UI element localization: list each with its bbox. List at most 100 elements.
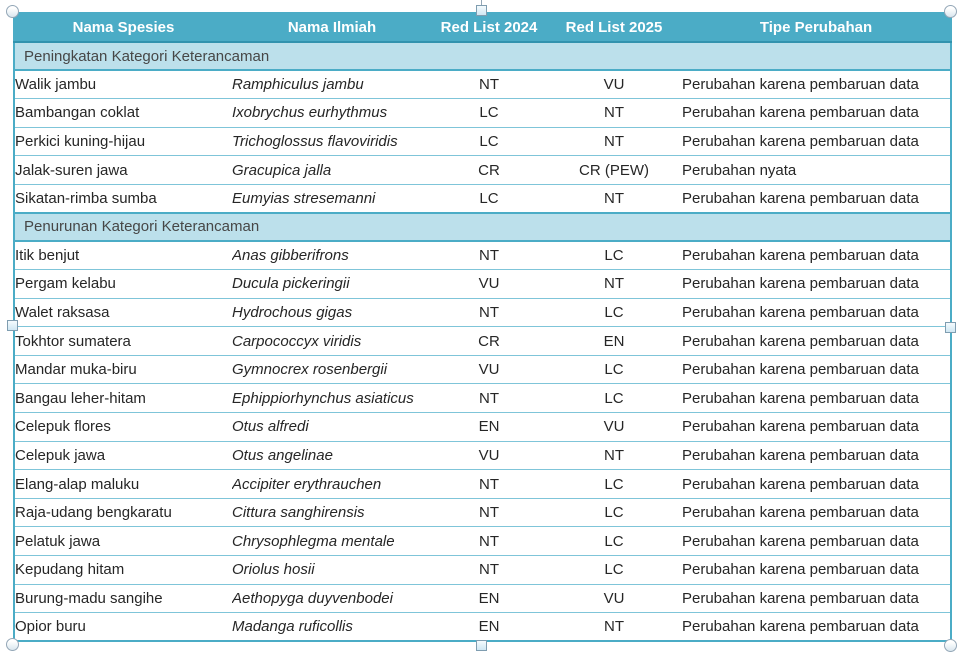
redlist-2024-cell[interactable]: NT [432, 240, 546, 270]
redlist-2024-cell[interactable]: CR [432, 155, 546, 185]
redlist-2024-cell[interactable]: VU [432, 354, 546, 384]
scientific-name-cell[interactable]: Anas gibberifrons [232, 240, 432, 270]
species-cell[interactable]: Bambangan coklat [14, 98, 232, 128]
species-cell[interactable]: Celepuk flores [14, 412, 232, 442]
scientific-name-cell[interactable]: Madanga ruficollis [232, 612, 432, 642]
redlist-2025-cell[interactable]: VU [546, 412, 682, 442]
redlist-2025-cell[interactable]: NT [546, 612, 682, 642]
selection-handle-middle-right[interactable] [944, 321, 956, 333]
change-type-cell[interactable]: Perubahan karena pembaruan data [682, 383, 951, 413]
change-type-cell[interactable]: Perubahan karena pembaruan data [682, 354, 951, 384]
scientific-name-cell[interactable]: Accipiter erythrauchen [232, 469, 432, 499]
change-type-cell[interactable]: Perubahan nyata [682, 155, 951, 185]
redlist-2025-cell[interactable]: LC [546, 555, 682, 585]
scientific-name-cell[interactable]: Trichoglossus flavoviridis [232, 126, 432, 156]
species-cell[interactable]: Elang-alap maluku [14, 469, 232, 499]
redlist-2025-cell[interactable]: NT [546, 183, 682, 213]
change-type-cell[interactable]: Perubahan karena pembaruan data [682, 269, 951, 299]
scientific-name-cell[interactable]: Aethopyga duyvenbodei [232, 583, 432, 613]
redlist-2024-cell[interactable]: NT [432, 69, 546, 99]
selection-handle-bottom-left[interactable] [5, 637, 19, 651]
scientific-name-cell[interactable]: Otus alfredi [232, 412, 432, 442]
species-cell[interactable]: Itik benjut [14, 240, 232, 270]
species-cell[interactable]: Sikatan-rimba sumba [14, 183, 232, 213]
change-type-cell[interactable]: Perubahan karena pembaruan data [682, 412, 951, 442]
redlist-2025-cell[interactable]: CR (PEW) [546, 155, 682, 185]
species-cell[interactable]: Jalak-suren jawa [14, 155, 232, 185]
redlist-2024-cell[interactable]: EN [432, 612, 546, 642]
scientific-name-cell[interactable]: Gymnocrex rosenbergii [232, 354, 432, 384]
redlist-2025-cell[interactable]: LC [546, 297, 682, 327]
redlist-2024-cell[interactable]: LC [432, 183, 546, 213]
change-type-cell[interactable]: Perubahan karena pembaruan data [682, 98, 951, 128]
redlist-2024-cell[interactable]: NT [432, 526, 546, 556]
scientific-name-cell[interactable]: Ducula pickeringii [232, 269, 432, 299]
redlist-2024-cell[interactable]: NT [432, 555, 546, 585]
redlist-2025-cell[interactable]: LC [546, 526, 682, 556]
redlist-2024-cell[interactable]: LC [432, 98, 546, 128]
change-type-cell[interactable]: Perubahan karena pembaruan data [682, 583, 951, 613]
redlist-2025-cell[interactable]: LC [546, 240, 682, 270]
species-cell[interactable]: Perkici kuning-hijau [14, 126, 232, 156]
change-type-cell[interactable]: Perubahan karena pembaruan data [682, 240, 951, 270]
selection-handle-top-left[interactable] [5, 4, 19, 18]
scientific-name-cell[interactable]: Oriolus hosii [232, 555, 432, 585]
col-header-redlist-2024[interactable]: Red List 2024 [432, 13, 546, 43]
species-cell[interactable]: Tokhtor sumatera [14, 326, 232, 356]
selection-handle-top-right[interactable] [943, 4, 957, 18]
change-type-cell[interactable]: Perubahan karena pembaruan data [682, 297, 951, 327]
redlist-2025-cell[interactable]: VU [546, 583, 682, 613]
redlist-2025-cell[interactable]: NT [546, 126, 682, 156]
species-cell[interactable]: Walik jambu [14, 69, 232, 99]
change-type-cell[interactable]: Perubahan karena pembaruan data [682, 526, 951, 556]
scientific-name-cell[interactable]: Ephippiorhynchus asiaticus [232, 383, 432, 413]
selection-handle-middle-left[interactable] [6, 319, 18, 331]
species-cell[interactable]: Opior buru [14, 612, 232, 642]
species-cell[interactable]: Raja-udang bengkaratu [14, 497, 232, 527]
species-cell[interactable]: Pergam kelabu [14, 269, 232, 299]
species-cell[interactable]: Kepudang hitam [14, 555, 232, 585]
scientific-name-cell[interactable]: Ixobrychus eurhythmus [232, 98, 432, 128]
redlist-2024-cell[interactable]: NT [432, 383, 546, 413]
change-type-cell[interactable]: Perubahan karena pembaruan data [682, 612, 951, 642]
redlist-2024-cell[interactable]: EN [432, 583, 546, 613]
section-label[interactable]: Penurunan Kategori Keterancaman [14, 211, 951, 242]
col-header-nama-spesies[interactable]: Nama Spesies [14, 13, 232, 43]
redlist-2024-cell[interactable]: NT [432, 497, 546, 527]
species-cell[interactable]: Bangau leher-hitam [14, 383, 232, 413]
selection-handle-top-center[interactable] [475, 4, 487, 16]
scientific-name-cell[interactable]: Otus angelinae [232, 440, 432, 470]
redlist-2025-cell[interactable]: VU [546, 69, 682, 99]
scientific-name-cell[interactable]: Carpococcyx viridis [232, 326, 432, 356]
redlist-2024-cell[interactable]: LC [432, 126, 546, 156]
redlist-2024-cell[interactable]: VU [432, 440, 546, 470]
change-type-cell[interactable]: Perubahan karena pembaruan data [682, 326, 951, 356]
redlist-2025-cell[interactable]: NT [546, 269, 682, 299]
species-cell[interactable]: Mandar muka-biru [14, 354, 232, 384]
col-header-nama-ilmiah[interactable]: Nama Ilmiah [232, 13, 432, 43]
change-type-cell[interactable]: Perubahan karena pembaruan data [682, 440, 951, 470]
change-type-cell[interactable]: Perubahan karena pembaruan data [682, 126, 951, 156]
scientific-name-cell[interactable]: Gracupica jalla [232, 155, 432, 185]
redlist-2024-cell[interactable]: NT [432, 297, 546, 327]
redlist-2025-cell[interactable]: LC [546, 497, 682, 527]
change-type-cell[interactable]: Perubahan karena pembaruan data [682, 69, 951, 99]
scientific-name-cell[interactable]: Chrysophlegma mentale [232, 526, 432, 556]
change-type-cell[interactable]: Perubahan karena pembaruan data [682, 555, 951, 585]
redlist-2024-cell[interactable]: VU [432, 269, 546, 299]
redlist-2025-cell[interactable]: LC [546, 354, 682, 384]
species-cell[interactable]: Celepuk jawa [14, 440, 232, 470]
change-type-cell[interactable]: Perubahan karena pembaruan data [682, 469, 951, 499]
redlist-2024-cell[interactable]: CR [432, 326, 546, 356]
change-type-cell[interactable]: Perubahan karena pembaruan data [682, 497, 951, 527]
redlist-2024-cell[interactable]: EN [432, 412, 546, 442]
scientific-name-cell[interactable]: Hydrochous gigas [232, 297, 432, 327]
species-cell[interactable]: Pelatuk jawa [14, 526, 232, 556]
col-header-redlist-2025[interactable]: Red List 2025 [546, 13, 682, 43]
redlist-2025-cell[interactable]: EN [546, 326, 682, 356]
species-cell[interactable]: Walet raksasa [14, 297, 232, 327]
change-type-cell[interactable]: Perubahan karena pembaruan data [682, 183, 951, 213]
redlist-2024-cell[interactable]: NT [432, 469, 546, 499]
redlist-2025-cell[interactable]: NT [546, 98, 682, 128]
col-header-tipe-perubahan[interactable]: Tipe Perubahan [682, 13, 951, 43]
